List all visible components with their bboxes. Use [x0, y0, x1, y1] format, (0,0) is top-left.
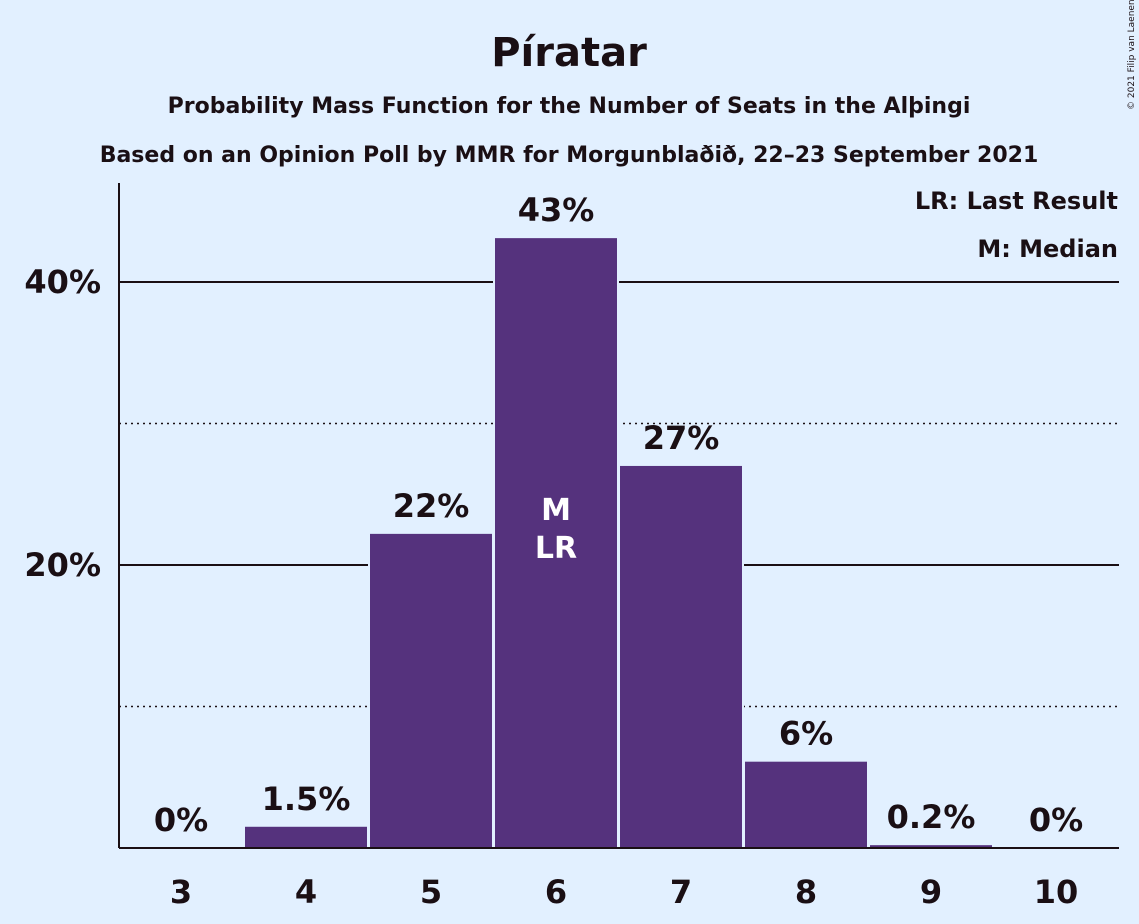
data-label: 43%: [518, 191, 595, 229]
bar: [620, 465, 742, 848]
axes: [118, 183, 1119, 849]
x-tick-label: 6: [545, 873, 567, 911]
x-tick-label: 7: [670, 873, 692, 911]
data-labels: 0% 1.5% 22% 43% MLR 27% 6% 0.2% 0%: [154, 191, 1083, 839]
data-label: 22%: [393, 487, 470, 525]
x-axis-labels: 3 4 5 6 7 8 9 10: [170, 873, 1078, 911]
chart-subtitle-poll: Based on an Opinion Poll by MMR for Morg…: [100, 143, 1039, 168]
data-label: 1.5%: [262, 780, 351, 818]
data-label: 0%: [1029, 801, 1083, 839]
y-axis-labels: 20% 40%: [24, 263, 101, 584]
x-tick-label: 4: [295, 873, 317, 911]
x-tick-label: 9: [920, 873, 942, 911]
bars: [243, 236, 994, 848]
x-tick-label: 3: [170, 873, 192, 911]
x-tick-label: 5: [420, 873, 442, 911]
last-result-marker: LR: [535, 531, 577, 566]
chart-subtitle: Probability Mass Function for the Number…: [168, 94, 971, 119]
legend-last-result: LR: Last Result: [915, 187, 1118, 215]
data-label: 0%: [154, 801, 208, 839]
y-tick-label: 20%: [24, 546, 101, 584]
chart-title: Píratar: [491, 30, 647, 76]
copyright-text: © 2021 Filip van Laenen: [1127, 0, 1137, 110]
median-marker: M: [541, 493, 571, 528]
legend-median: M: Median: [977, 235, 1118, 263]
bar: [245, 826, 367, 848]
data-label: 27%: [643, 419, 720, 457]
bar: [495, 238, 617, 848]
bar: [745, 761, 867, 848]
x-tick-label: 8: [795, 873, 817, 911]
x-tick-label: 10: [1034, 873, 1079, 911]
data-label: 6%: [779, 715, 833, 753]
bar: [370, 533, 492, 848]
data-label: 0.2%: [887, 798, 976, 836]
bar: [870, 845, 992, 848]
y-tick-label: 40%: [24, 263, 101, 301]
